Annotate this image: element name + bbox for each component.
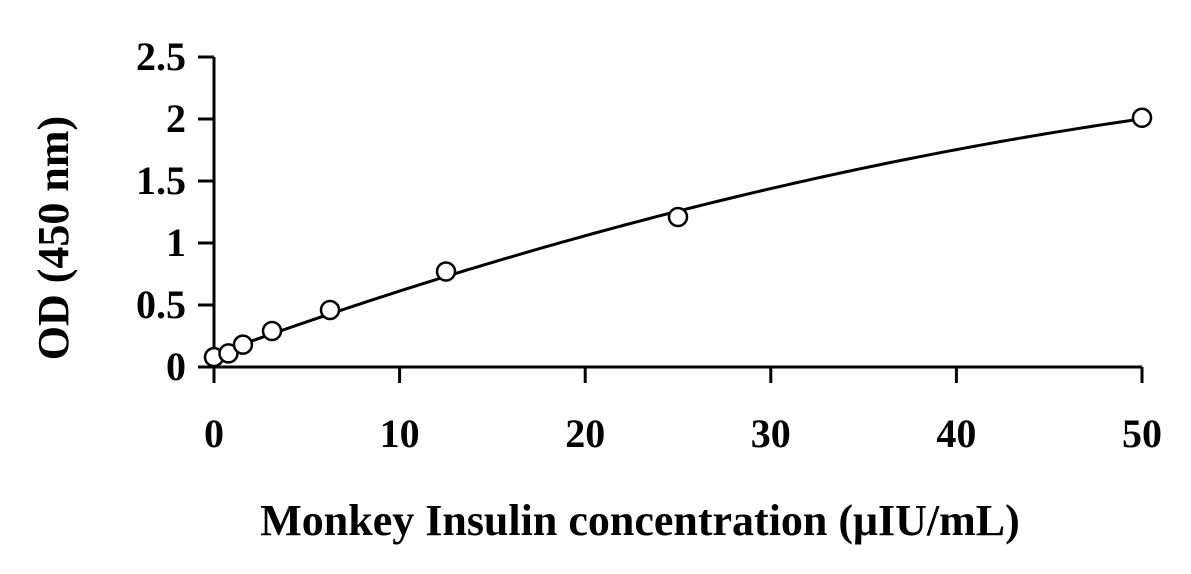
axes (198, 55, 1144, 383)
x-tick-label: 40 (936, 411, 976, 456)
data-points-layer (203, 107, 1153, 368)
y-tick-label: 2.5 (136, 34, 186, 79)
data-point (319, 299, 341, 321)
data-point (261, 320, 283, 342)
y-tick-label: 2 (166, 96, 186, 141)
y-tick-label: 1 (166, 220, 186, 265)
y-tick-label: 0 (166, 344, 186, 389)
x-tick-label: 0 (204, 411, 224, 456)
tick-labels-layer: 0 0.5 1 1.5 2 2.5 0 10 20 30 40 50 (136, 34, 1162, 456)
fit-curve (213, 117, 1143, 357)
x-tick-label: 30 (751, 411, 791, 456)
y-tick-label: 0.5 (136, 282, 186, 327)
x-tick-label: 10 (380, 411, 420, 456)
y-axis-title: OD (450 nm) (29, 116, 78, 360)
y-tick-label: 1.5 (136, 158, 186, 203)
data-point (435, 261, 457, 282)
data-point (218, 343, 239, 364)
data-point (1131, 107, 1153, 129)
fit-curve-layer (213, 117, 1143, 357)
x-tick-label: 20 (565, 411, 605, 456)
data-point (232, 334, 254, 355)
data-point (667, 206, 689, 228)
x-tick-label: 50 (1122, 411, 1162, 456)
x-axis-title: Monkey Insulin concentration (μIU/mL) (260, 496, 1020, 545)
